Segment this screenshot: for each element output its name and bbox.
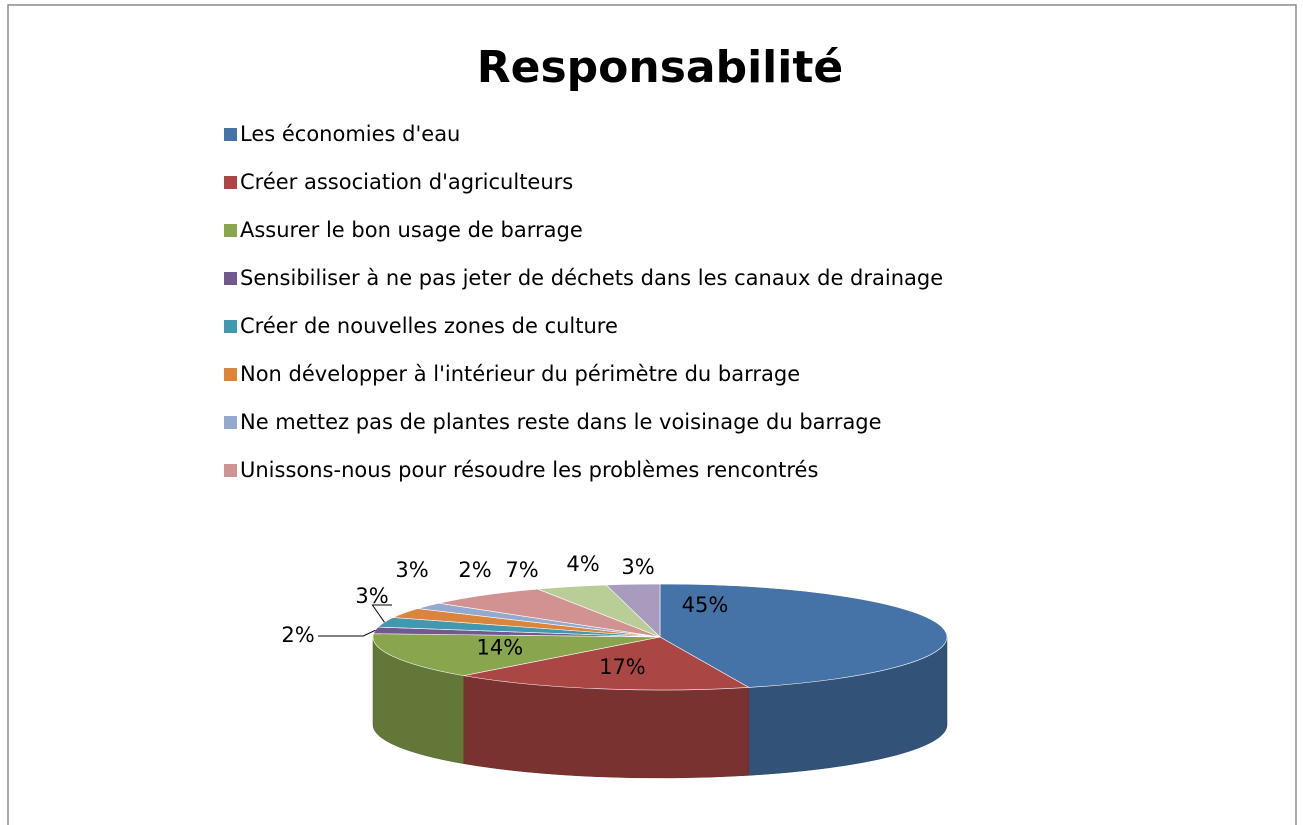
pie-slice: [659, 583, 948, 688]
pie-side: [463, 675, 749, 779]
pie-slice: [605, 583, 661, 638]
pie-tops: [372, 583, 948, 691]
legend-swatch: [224, 272, 237, 285]
pie-slice: [438, 588, 661, 638]
legend-swatch: [224, 128, 237, 141]
value-label: 7%: [505, 558, 538, 582]
legend-swatch: [224, 320, 237, 333]
legend-swatch: [224, 464, 237, 477]
legend-text: Non développer à l'intérieur du périmètr…: [240, 362, 800, 386]
legend-swatch: [224, 224, 237, 237]
legend-text: Ne mettez pas de plantes reste dans le v…: [240, 410, 882, 434]
legend-text: Unissons-nous pour résoudre les problème…: [240, 458, 818, 482]
value-label: 3%: [395, 558, 428, 582]
value-label: 3%: [355, 584, 388, 608]
legend-text: Les économies d'eau: [240, 122, 460, 146]
legend-swatch: [224, 416, 237, 429]
pie-slice: [463, 636, 750, 691]
value-label: 14%: [477, 636, 524, 660]
legend-swatch: [224, 368, 237, 381]
chart-title: Responsabilité: [477, 42, 843, 93]
value-label: 45%: [682, 593, 729, 617]
value-label: 2%: [281, 623, 314, 647]
value-label: 2%: [458, 558, 491, 582]
leader-line: [371, 604, 392, 623]
legend-text: Sensibiliser à ne pas jeter de déchets d…: [240, 266, 943, 290]
leader-line: [318, 629, 376, 637]
value-labels: 45% 17% 14% 2% 3% 3% 2% 7% 4% 3%: [281, 552, 728, 679]
legend: Les économies d'eau Créer association d'a…: [224, 122, 943, 482]
value-label: 17%: [599, 655, 646, 679]
legend-text: Assurer le bon usage de barrage: [240, 218, 583, 242]
pie-sides: [372, 636, 948, 779]
value-label: 4%: [566, 552, 599, 576]
legend-text: Créer de nouvelles zones de culture: [240, 314, 618, 338]
legend-swatch: [224, 176, 237, 189]
legend-text: Créer association d'agriculteurs: [240, 170, 573, 194]
pie-slice: [372, 633, 661, 676]
value-label: 3%: [621, 555, 654, 579]
chart-frame: [7, 4, 1297, 825]
